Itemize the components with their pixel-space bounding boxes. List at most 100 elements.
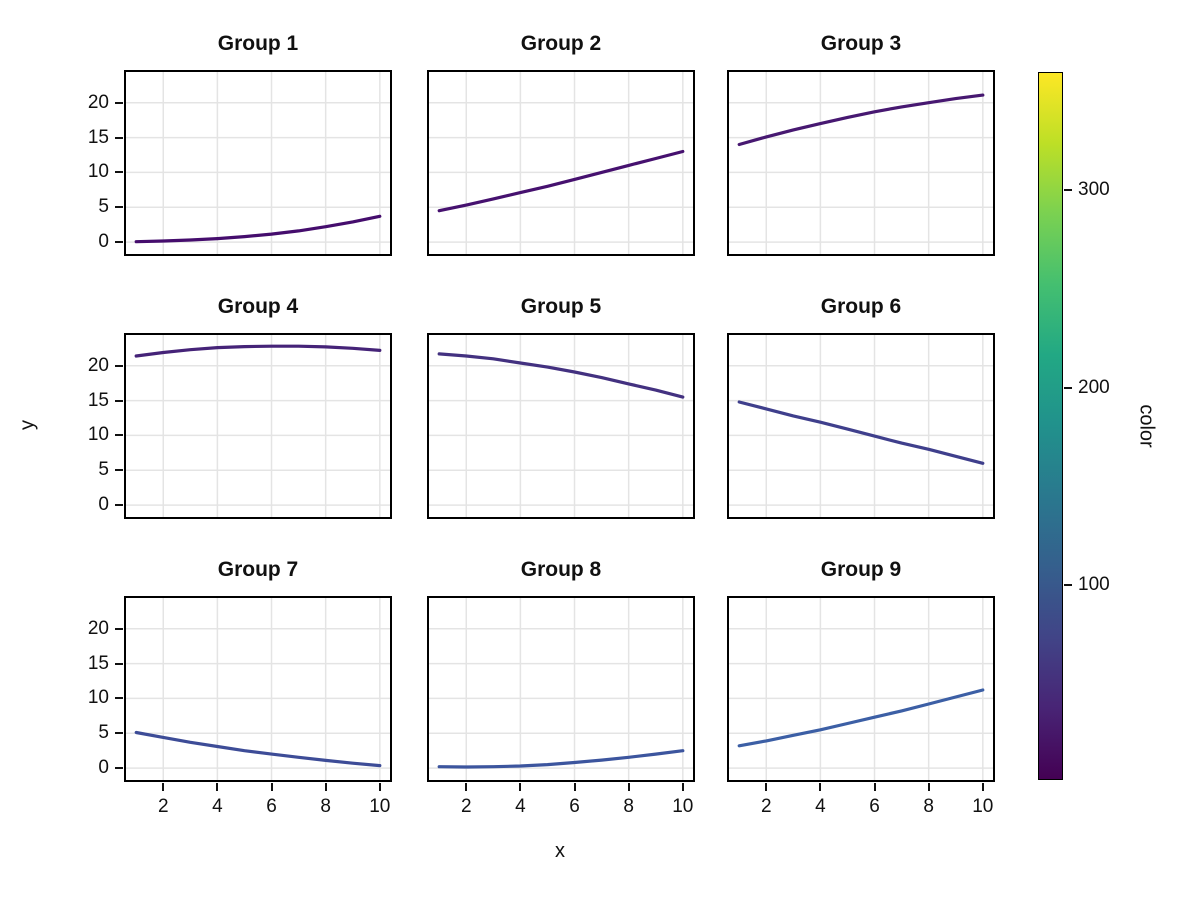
- facet-panel-group-4: [124, 333, 392, 519]
- x-tick-mark: [216, 783, 219, 791]
- line-series: [134, 730, 382, 768]
- line-series: [737, 400, 985, 465]
- x-tick-mark: [681, 783, 684, 791]
- line-series: [437, 149, 685, 213]
- colorbar-tick-label: 200: [1078, 376, 1110, 398]
- x-tick-mark: [378, 783, 381, 791]
- facet-panel-group-2: [427, 70, 695, 256]
- y-tick-label: 15: [87, 652, 109, 674]
- y-tick-label: 10: [87, 424, 109, 446]
- x-tick-mark: [519, 783, 522, 791]
- facet-plot: [427, 70, 695, 256]
- y-tick-mark: [115, 241, 123, 244]
- facet-plot: [124, 70, 392, 256]
- line-series: [134, 344, 382, 358]
- y-tick-label: 0: [98, 494, 109, 516]
- facet-plot: [124, 596, 392, 782]
- facet-plot: [727, 70, 995, 256]
- x-tick-label: 4: [815, 796, 826, 817]
- facet-panel-group-7: [124, 596, 392, 782]
- y-axis-label: y: [16, 420, 39, 430]
- facet-title: Group 2: [520, 32, 602, 55]
- y-tick-label: 0: [98, 231, 109, 253]
- facet-panel-group-6: [727, 333, 995, 519]
- x-tick-label: 2: [760, 796, 772, 817]
- facet-panel-group-3: [727, 70, 995, 256]
- x-tick-label: 4: [212, 796, 223, 817]
- x-tick-label: 6: [569, 796, 580, 817]
- x-tick-label: 2: [157, 796, 169, 817]
- y-tick-label: 10: [87, 687, 109, 709]
- x-tick-label: 10: [972, 796, 994, 817]
- y-tick-label: 20: [87, 617, 109, 639]
- y-tick-label: 20: [87, 354, 109, 376]
- y-tick-mark: [115, 364, 123, 367]
- facet-title: Group 8: [520, 558, 602, 581]
- facet-title: Group 1: [217, 32, 299, 55]
- x-tick-mark: [819, 783, 822, 791]
- facet-plot: [727, 596, 995, 782]
- facet-panel-group-8: [427, 596, 695, 782]
- x-tick-label: 6: [266, 796, 277, 817]
- x-tick-label: 10: [369, 796, 391, 817]
- y-tick-mark: [115, 136, 123, 139]
- facet-panel-group-1: [124, 70, 392, 256]
- facet-panel-group-9: [727, 596, 995, 782]
- line-series: [737, 688, 985, 748]
- colorbar-tick-label: 100: [1078, 573, 1110, 595]
- y-tick-mark: [115, 732, 123, 735]
- line-series: [134, 214, 382, 244]
- x-tick-mark: [162, 783, 165, 791]
- x-tick-mark: [270, 783, 273, 791]
- colorbar-label: color: [1135, 404, 1158, 448]
- x-tick-mark: [765, 783, 768, 791]
- y-tick-mark: [115, 399, 123, 402]
- x-tick-mark: [627, 783, 630, 791]
- colorbar-tick-label: 300: [1078, 179, 1110, 201]
- x-tick-label: 8: [320, 796, 331, 817]
- colorbar-tick-mark: [1064, 583, 1072, 586]
- y-tick-mark: [115, 469, 123, 472]
- y-tick-mark: [115, 171, 123, 174]
- facet-plot: [427, 333, 695, 519]
- x-tick-mark: [873, 783, 876, 791]
- line-series: [437, 352, 685, 399]
- y-tick-mark: [115, 206, 123, 209]
- x-tick-mark: [981, 783, 984, 791]
- x-tick-mark: [927, 783, 930, 791]
- y-tick-label: 5: [98, 459, 109, 481]
- x-tick-label: 4: [515, 796, 526, 817]
- y-tick-mark: [115, 662, 123, 665]
- y-tick-label: 20: [87, 91, 109, 113]
- facet-plot: [727, 333, 995, 519]
- x-tick-mark: [573, 783, 576, 791]
- line-series: [437, 749, 685, 769]
- y-tick-mark: [115, 627, 123, 630]
- x-axis-label: x: [555, 840, 565, 862]
- line-series: [737, 93, 985, 147]
- x-tick-label: 8: [623, 796, 634, 817]
- facet-plot: [427, 596, 695, 782]
- y-tick-label: 0: [98, 757, 109, 779]
- facet-title: Group 6: [820, 295, 902, 318]
- colorbar-gradient: [1038, 72, 1063, 780]
- x-tick-mark: [465, 783, 468, 791]
- facet-title: Group 4: [217, 295, 299, 318]
- y-tick-label: 15: [87, 389, 109, 411]
- x-tick-label: 2: [460, 796, 472, 817]
- x-tick-mark: [324, 783, 327, 791]
- facet-title: Group 7: [217, 558, 299, 581]
- y-tick-mark: [115, 767, 123, 770]
- colorbar-tick-mark: [1064, 189, 1072, 192]
- y-tick-label: 15: [87, 126, 109, 148]
- facet-title: Group 9: [820, 558, 902, 581]
- x-tick-label: 8: [923, 796, 934, 817]
- facet-plot: [124, 333, 392, 519]
- y-tick-mark: [115, 697, 123, 700]
- y-tick-mark: [115, 434, 123, 437]
- facet-panel-group-5: [427, 333, 695, 519]
- x-tick-label: 10: [672, 796, 694, 817]
- y-tick-mark: [115, 504, 123, 507]
- y-tick-label: 10: [87, 161, 109, 183]
